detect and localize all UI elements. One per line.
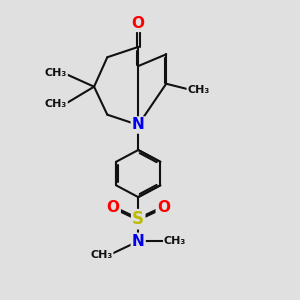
- Text: CH₃: CH₃: [164, 236, 186, 246]
- Text: S: S: [132, 210, 144, 228]
- Text: CH₃: CH₃: [45, 68, 67, 78]
- Text: N: N: [132, 118, 145, 133]
- Text: O: O: [107, 200, 120, 215]
- Text: CH₃: CH₃: [90, 250, 112, 260]
- Text: CH₃: CH₃: [188, 85, 210, 94]
- Text: CH₃: CH₃: [45, 99, 67, 110]
- Text: O: O: [157, 200, 170, 215]
- Text: O: O: [132, 16, 145, 31]
- Text: N: N: [132, 234, 145, 249]
